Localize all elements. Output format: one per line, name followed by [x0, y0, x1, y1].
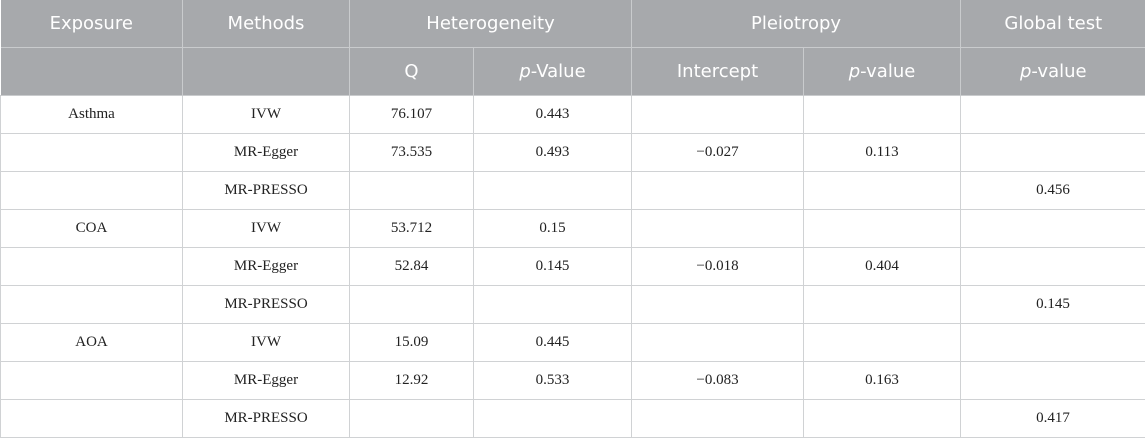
table-row: AOA IVW 15.09 0.445 [0, 323, 1145, 362]
cell-intercept-p [803, 209, 962, 248]
cell-intercept-p: 0.404 [803, 247, 962, 286]
cell-exposure [0, 247, 183, 286]
table-row: Asthma IVW 76.107 0.443 [0, 95, 1145, 134]
header-row-sub: Q p-Value Intercept p-value p-value [0, 47, 1145, 96]
cell-q: 12.92 [349, 361, 474, 400]
header-pleiotropy: Pleiotropy [631, 0, 962, 48]
cell-q-p: 0.15 [473, 209, 633, 248]
cell-q-p: 0.533 [473, 361, 633, 400]
het-p-suffix: -Value [530, 61, 586, 82]
cell-intercept: −0.027 [631, 133, 805, 172]
cell-method: MR-Egger [182, 247, 350, 286]
cell-exposure: COA [0, 209, 183, 248]
cell-intercept: −0.018 [631, 247, 805, 286]
cell-global-p: 0.417 [960, 399, 1145, 438]
header-methods: Methods [182, 0, 350, 48]
cell-q-p: 0.443 [473, 95, 633, 134]
cell-intercept-p: 0.163 [803, 361, 962, 400]
cell-q: 53.712 [349, 209, 474, 248]
cell-global-p: 0.456 [960, 171, 1145, 210]
header-exposure: Exposure [0, 0, 183, 48]
global-p-suffix: -value [1031, 61, 1087, 82]
table-row: MR-Egger 52.84 0.145 −0.018 0.404 [0, 247, 1145, 286]
cell-intercept [631, 95, 805, 134]
pleio-p-letter: p [848, 61, 861, 82]
cell-global-p [960, 361, 1145, 400]
cell-q-p [473, 171, 633, 210]
cell-global-p: 0.145 [960, 285, 1145, 324]
header-methods-sub [182, 47, 350, 96]
cell-q [349, 399, 474, 438]
header-heterogeneity: Heterogeneity [349, 0, 633, 48]
cell-exposure [0, 285, 183, 324]
cell-intercept [631, 209, 805, 248]
cell-q: 15.09 [349, 323, 474, 362]
cell-q-p: 0.493 [473, 133, 633, 172]
header-pleio-p-value: p-value [803, 47, 962, 96]
table-header: Exposure Methods Heterogeneity Pleiotrop… [0, 0, 1145, 96]
global-p-letter: p [1019, 61, 1032, 82]
cell-intercept-p: 0.113 [803, 133, 962, 172]
table-row: MR-Egger 73.535 0.493 −0.027 0.113 [0, 133, 1145, 172]
cell-exposure [0, 133, 183, 172]
cell-q: 76.107 [349, 95, 474, 134]
cell-exposure: AOA [0, 323, 183, 362]
het-p-letter: p [519, 61, 531, 82]
cell-intercept-p [803, 323, 962, 362]
header-exposure-sub [0, 47, 183, 96]
cell-intercept [631, 323, 805, 362]
table-row: MR-PRESSO 0.145 [0, 285, 1145, 324]
header-q: Q [349, 47, 474, 96]
header-global-test: Global test [960, 0, 1145, 48]
cell-q: 52.84 [349, 247, 474, 286]
cell-intercept-p [803, 285, 962, 324]
cell-exposure [0, 399, 183, 438]
cell-intercept [631, 399, 805, 438]
cell-intercept [631, 285, 805, 324]
cell-method: IVW [182, 209, 350, 248]
header-row-group: Exposure Methods Heterogeneity Pleiotrop… [0, 0, 1145, 48]
cell-q-p: 0.445 [473, 323, 633, 362]
table-body: Asthma IVW 76.107 0.443 MR-Egger 73.535 … [0, 95, 1145, 438]
table-row: COA IVW 53.712 0.15 [0, 209, 1145, 248]
cell-q-p [473, 399, 633, 438]
cell-exposure [0, 171, 183, 210]
cell-exposure [0, 361, 183, 400]
cell-global-p [960, 133, 1145, 172]
table-row: MR-PRESSO 0.456 [0, 171, 1145, 210]
cell-intercept-p [803, 399, 962, 438]
cell-q: 73.535 [349, 133, 474, 172]
cell-method: MR-Egger [182, 361, 350, 400]
cell-global-p [960, 247, 1145, 286]
cell-method: IVW [182, 95, 350, 134]
cell-global-p [960, 323, 1145, 362]
cell-method: MR-PRESSO [182, 399, 350, 438]
cell-global-p [960, 209, 1145, 248]
cell-intercept: −0.083 [631, 361, 805, 400]
cell-q [349, 171, 474, 210]
cell-q [349, 285, 474, 324]
cell-method: IVW [182, 323, 350, 362]
cell-q-p [473, 285, 633, 324]
cell-intercept [631, 171, 805, 210]
pleio-p-suffix: -value [860, 61, 916, 82]
cell-intercept-p [803, 171, 962, 210]
cell-method: MR-Egger [182, 133, 350, 172]
header-intercept: Intercept [631, 47, 805, 96]
cell-intercept-p [803, 95, 962, 134]
table-row: MR-PRESSO 0.417 [0, 399, 1145, 438]
cell-method: MR-PRESSO [182, 285, 350, 324]
cell-method: MR-PRESSO [182, 171, 350, 210]
header-global-p-value: p-value [960, 47, 1145, 96]
table-row: MR-Egger 12.92 0.533 −0.083 0.163 [0, 361, 1145, 400]
cell-global-p [960, 95, 1145, 134]
header-het-p-value: p-Value [473, 47, 633, 96]
cell-exposure: Asthma [0, 95, 183, 134]
cell-q-p: 0.145 [473, 247, 633, 286]
